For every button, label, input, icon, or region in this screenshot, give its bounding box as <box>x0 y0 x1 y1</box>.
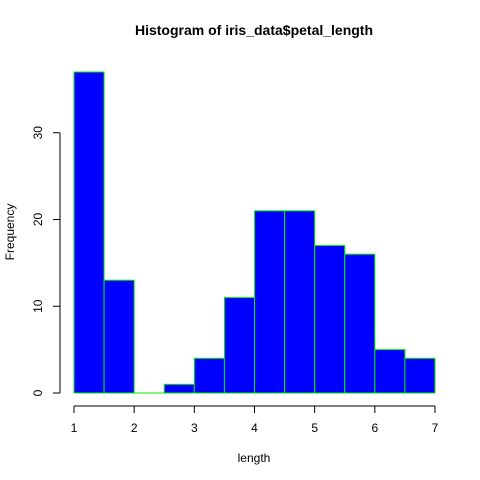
histogram-bar <box>374 349 406 394</box>
y-tick-label: 30 <box>31 126 45 140</box>
histogram-bar <box>103 279 135 394</box>
histogram-bar <box>254 210 286 394</box>
bars-group <box>73 71 436 394</box>
y-axis: 0 10 20 30 <box>31 126 61 396</box>
histogram-bar <box>344 253 376 394</box>
histogram-bar <box>163 383 195 394</box>
histogram-bar <box>223 297 256 394</box>
x-axis-label: length <box>238 451 271 465</box>
histogram-bar <box>193 357 225 394</box>
histogram-bar <box>314 245 346 394</box>
y-axis-label: Frequency <box>3 204 17 261</box>
x-tick-label: 4 <box>251 421 258 435</box>
y-tick-label: 10 <box>31 299 45 313</box>
x-tick-label: 6 <box>371 421 378 435</box>
x-tick-label: 3 <box>191 421 198 435</box>
y-tick-label: 0 <box>31 389 45 396</box>
x-tick-label: 7 <box>432 421 439 435</box>
x-tick-label: 5 <box>311 421 318 435</box>
histogram-bar <box>284 210 316 394</box>
y-tick-label: 20 <box>31 212 45 226</box>
histogram-bar <box>404 357 436 394</box>
x-axis: 1 2 3 4 5 6 7 <box>71 405 439 435</box>
histogram-bar <box>73 71 105 394</box>
x-tick-label: 2 <box>131 421 138 435</box>
chart-title: Histogram of iris_data$petal_length <box>135 22 373 38</box>
x-tick-label: 1 <box>71 421 78 435</box>
